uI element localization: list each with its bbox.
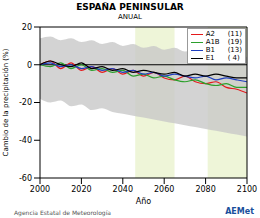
svg-text:-40: -40 (19, 136, 32, 145)
html-text:ANUAL: ANUAL (118, 13, 142, 21)
html-text:(11): (11) (227, 30, 242, 38)
svg-text:Año: Año (136, 197, 152, 206)
html-text:A2: A2 (205, 30, 215, 38)
svg-text:2100: 2100 (237, 185, 252, 194)
svg-text:2040: 2040 (113, 185, 133, 194)
html-text:( 4): ( 4) (227, 54, 240, 62)
html-text:(19): (19) (227, 38, 242, 46)
html-text:A1B: A1B (205, 38, 220, 46)
svg-text:2020: 2020 (71, 185, 91, 194)
svg-text:Cambio de la precipitación (%): Cambio de la precipitación (%) (8, 48, 10, 156)
html-text:E1: E1 (205, 54, 215, 62)
svg-text:-20: -20 (19, 98, 32, 107)
svg-text:2000: 2000 (30, 185, 50, 194)
svg-text:-60: -60 (19, 174, 32, 183)
html-text:(13): (13) (227, 46, 242, 54)
html-text:AEMet: AEMet (225, 207, 254, 216)
html-text:Agencia Estatal de Meteorologí: Agencia Estatal de Meteorología (14, 209, 111, 216)
svg-text:2080: 2080 (195, 185, 215, 194)
svg-text:20: 20 (22, 23, 32, 32)
html-text:ESPAÑA PENINSULAR: ESPAÑA PENINSULAR (76, 2, 184, 12)
html-text:B1: B1 (205, 46, 215, 54)
svg-text:0: 0 (27, 61, 32, 70)
svg-text:2060: 2060 (154, 185, 174, 194)
